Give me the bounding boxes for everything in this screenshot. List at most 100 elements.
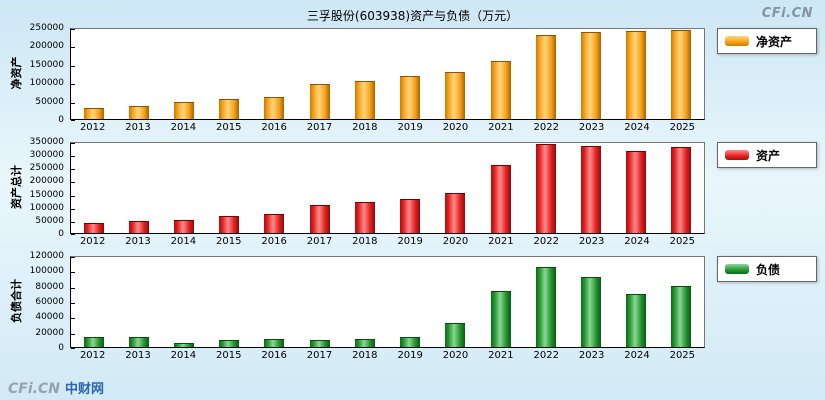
bar-2017 [309,340,330,348]
y-tick-label: 200000 [29,176,64,187]
x-tick-label: 2015 [216,350,242,362]
liabilities-chart: 负债合计 0 20000 40000 60000 80000 100000 120000 2… [8,251,817,364]
y-tick-label: 40000 [35,312,64,323]
y-tick-label: 80000 [35,281,64,292]
x-tick-label: 2013 [125,122,151,134]
bar-2016 [264,338,285,348]
y-tick-label: 0 [58,115,64,125]
legend-liabilities: 负债 [717,256,817,282]
bar-2025 [671,286,692,348]
x-tick-label: 2012 [79,236,106,248]
x-tick-label: 2025 [669,236,696,248]
x-tick-label: 2025 [669,122,696,134]
y-tick-label: 200000 [29,41,64,52]
bar-2021 [490,164,511,234]
legend-label: 负债 [756,262,781,277]
y-tick-mark [71,84,75,86]
bar-2017 [309,84,330,120]
plot-area [70,28,705,121]
y-axis-ticks: 0 50000 100000 150000 200000 250000 300000 3500… [24,137,68,239]
y-axis-title-net-assets: 净资产 [10,56,23,90]
bar-2020 [445,193,466,234]
y-tick-label: 50000 [35,96,64,107]
bar-2024 [626,150,647,234]
bar-2012 [83,336,104,348]
x-axis-labels: 2012 2013 2014 2015 2016 2017 2018 2019 2020 2021… [70,234,705,250]
bar-2017 [309,205,330,234]
bar-2016 [264,97,285,120]
bar-2018 [354,338,375,348]
y-tick-mark [71,143,75,144]
x-tick-label: 2018 [352,122,378,134]
y-tick-mark [71,47,75,49]
bar-2015 [219,216,240,234]
y-tick-mark [71,65,75,67]
bar-2022 [535,144,556,234]
x-tick-label: 2024 [624,350,650,362]
bar-2016 [264,214,285,234]
x-tick-label: 2025 [669,350,696,362]
y-tick-mark [71,221,75,223]
y-tick-label: 100000 [29,202,64,213]
y-tick-label: 20000 [35,327,64,338]
y-tick-mark [71,348,75,349]
y-tick-mark [71,272,75,274]
plot-area [70,256,705,349]
bar-2012 [83,222,104,234]
bar-2020 [445,72,466,120]
y-tick-mark [71,182,75,184]
y-tick-mark [71,195,75,197]
y-tick-label: 300000 [29,150,64,161]
x-tick-label: 2021 [488,122,514,134]
bar-2019 [400,76,421,120]
y-axis-ticks: 0 20000 40000 60000 80000 100000 120000 [24,251,68,353]
bar-2021 [490,61,511,120]
y-tick-label: 50000 [35,215,64,226]
x-tick-label: 2024 [624,122,650,134]
y-tick-mark [71,102,75,104]
bar-2012 [83,108,104,120]
y-tick-mark [71,257,75,258]
legend-net-assets: 净资产 [717,28,817,54]
legend-label: 净资产 [756,34,793,49]
bar-2025 [671,146,692,234]
x-tick-label: 2023 [578,236,605,248]
x-tick-label: 2019 [397,350,423,362]
legend-label: 资产 [756,148,781,163]
x-tick-label: 2015 [216,236,242,248]
x-tick-label: 2016 [261,122,287,134]
bar-2015 [219,99,240,120]
y-tick-mark [71,120,75,121]
x-tick-label: 2023 [578,350,605,362]
y-tick-mark [71,156,75,158]
y-tick-label: 250000 [29,23,64,33]
bar-2014 [174,220,195,234]
x-tick-label: 2020 [442,236,469,248]
y-tick-mark [71,333,75,335]
y-axis-title-liabilities: 负债合计 [10,279,23,324]
x-tick-label: 2016 [261,236,287,248]
y-tick-label: 100000 [29,266,64,277]
bar-2018 [354,81,375,120]
bar-2013 [128,336,149,348]
bar-2025 [671,30,692,120]
bar-2014 [174,342,195,348]
y-tick-label: 0 [58,343,64,353]
bar-2024 [626,30,647,120]
x-tick-label: 2022 [533,236,559,248]
y-tick-mark [71,234,75,235]
y-axis-title-total-assets: 资产总计 [10,165,23,210]
x-tick-label: 2021 [488,350,514,362]
x-tick-label: 2019 [397,122,423,134]
y-tick-label: 100000 [29,78,64,89]
x-tick-label: 2018 [352,236,378,248]
bar-2021 [490,291,511,348]
plot-area [70,142,705,235]
bar-2013 [128,221,149,234]
y-tick-label: 350000 [29,137,64,147]
bar-2024 [626,294,647,348]
bar-2020 [445,322,466,348]
y-tick-mark [71,303,75,304]
y-tick-label: 0 [58,229,64,239]
